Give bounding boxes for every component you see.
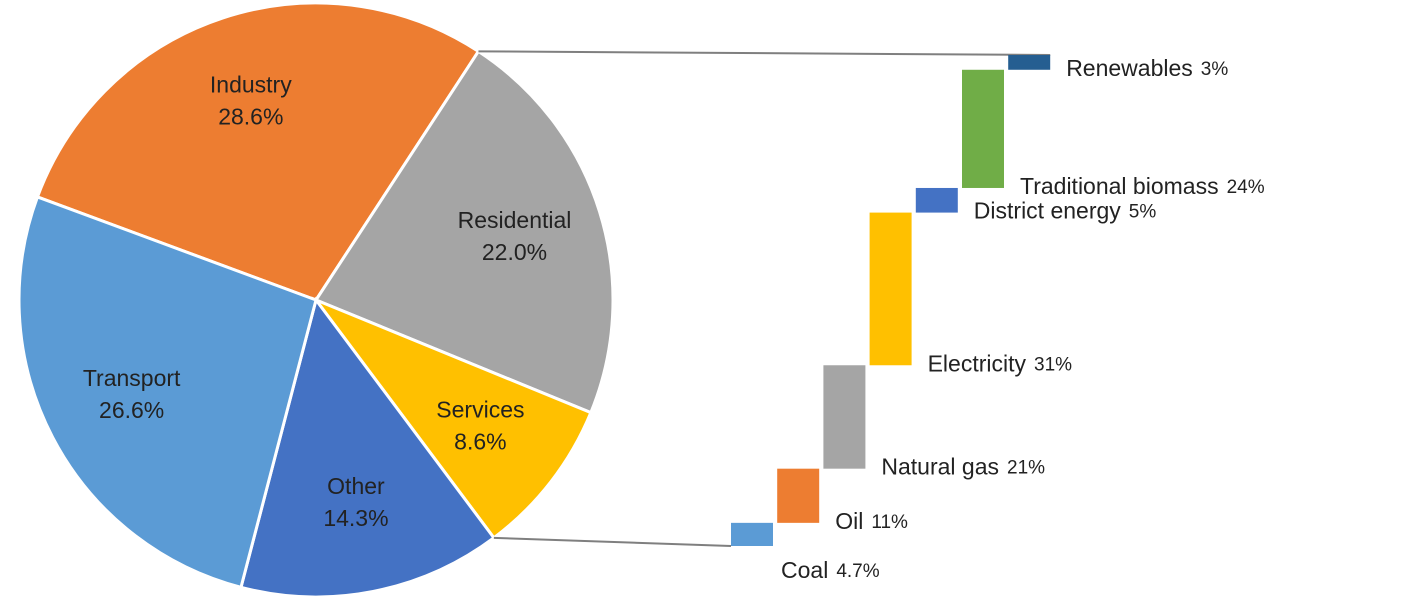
pie-slice bbox=[311, 296, 593, 540]
waterfall-label: Oil 11% bbox=[835, 508, 908, 534]
waterfall-label-name: Electricity bbox=[928, 350, 1027, 376]
waterfall-bar bbox=[962, 69, 1004, 188]
pie-label-name: Industry bbox=[210, 72, 292, 98]
waterfall-bar bbox=[731, 522, 773, 546]
waterfall-label-value: 3% bbox=[1201, 59, 1229, 80]
pie-slice bbox=[239, 296, 496, 599]
waterfall-label-value: 11% bbox=[871, 512, 908, 533]
pie-slice bbox=[17, 195, 318, 590]
pie-slice bbox=[313, 49, 615, 415]
pie-label: Residential 22.0% bbox=[458, 207, 572, 265]
pie-slice bbox=[35, 1, 481, 302]
waterfall-label: Coal 4.7% bbox=[781, 557, 880, 583]
pie-label-value: 14.3% bbox=[323, 505, 388, 531]
waterfall-label-value: 21% bbox=[1007, 458, 1045, 479]
pie-label: Transport 26.6% bbox=[83, 365, 181, 423]
pie-label: Services 8.6% bbox=[436, 396, 524, 454]
waterfall-label-value: 24% bbox=[1227, 177, 1265, 198]
pie-label: Industry 28.6% bbox=[210, 72, 292, 130]
waterfall-label: District energy 5% bbox=[974, 198, 1157, 224]
waterfall-label-name: Natural gas bbox=[881, 454, 999, 480]
pie-label-value: 28.6% bbox=[218, 104, 283, 130]
pie-label-name: Transport bbox=[83, 365, 181, 391]
pie-label-name: Other bbox=[327, 473, 385, 499]
waterfall-label: Natural gas 21% bbox=[881, 454, 1045, 480]
connector bbox=[493, 536, 732, 547]
waterfall-label: Traditional biomass 24% bbox=[1020, 173, 1265, 199]
waterfall-label-value: 4.7% bbox=[836, 561, 879, 582]
waterfall-label: Electricity 31% bbox=[928, 350, 1073, 376]
waterfall-label: Renewables 3% bbox=[1066, 55, 1228, 81]
waterfall-bar bbox=[777, 468, 820, 523]
waterfall-label-name: Coal bbox=[781, 557, 828, 583]
waterfall-bar bbox=[1008, 55, 1051, 70]
waterfall-label-name: Renewables bbox=[1066, 55, 1193, 81]
connector bbox=[478, 50, 1051, 56]
waterfall-label-name: Oil bbox=[835, 508, 863, 534]
waterfall-label-value: 5% bbox=[1129, 202, 1157, 223]
waterfall-bar bbox=[823, 365, 866, 469]
pie-label-value: 22.0% bbox=[482, 239, 547, 265]
pie-label-value: 8.6% bbox=[454, 428, 506, 454]
pie-label-name: Services bbox=[436, 396, 524, 422]
waterfall-label-name: District energy bbox=[974, 198, 1121, 224]
waterfall-bar bbox=[869, 212, 912, 366]
pie-label-value: 26.6% bbox=[99, 397, 164, 423]
pie-label: Other 14.3% bbox=[323, 473, 388, 531]
pie-label-name: Residential bbox=[458, 207, 572, 233]
waterfall-label-value: 31% bbox=[1034, 354, 1072, 375]
waterfall-label-name: Traditional biomass bbox=[1020, 173, 1219, 199]
waterfall-bar bbox=[915, 187, 958, 213]
